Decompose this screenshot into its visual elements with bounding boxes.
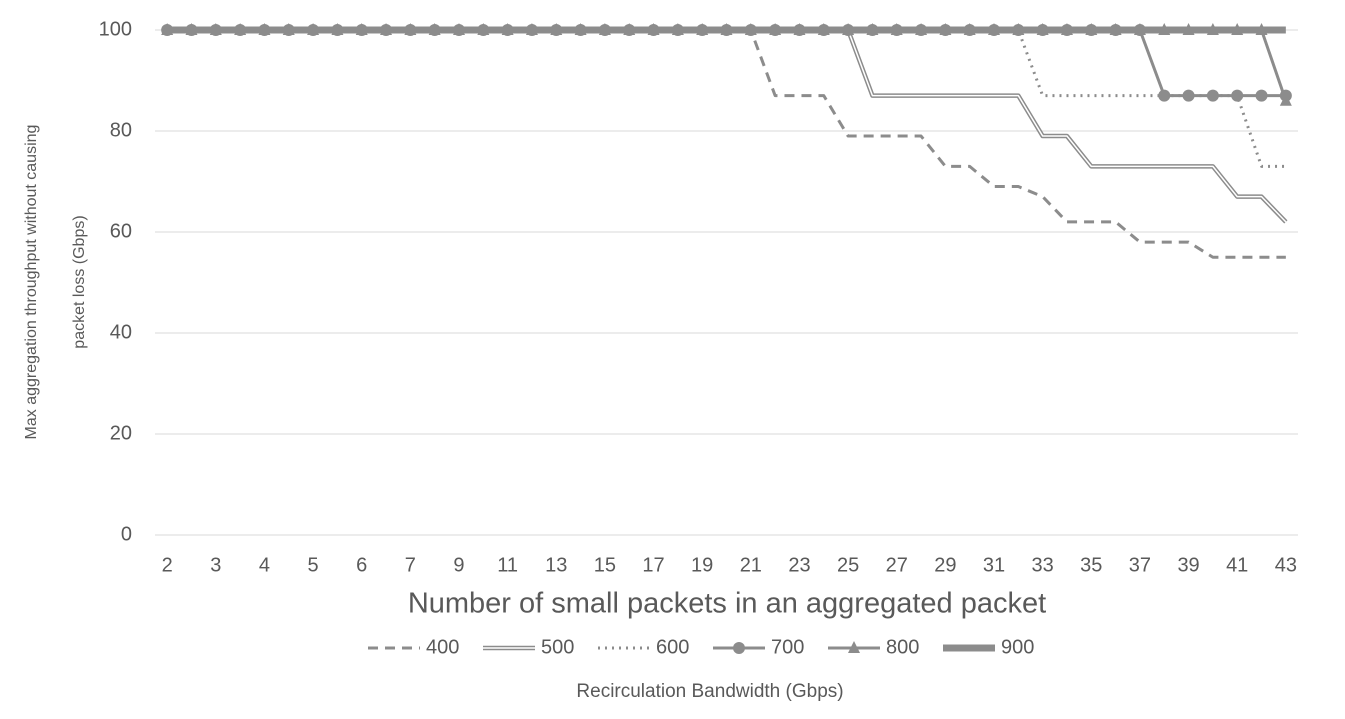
x-tick-label: 37 (1129, 554, 1151, 576)
x-axis-label: Number of small packets in an aggregated… (408, 588, 1046, 620)
legend-label: 700 (771, 636, 804, 658)
y-tick-label: 40 (110, 321, 132, 343)
legend-title: Recirculation Bandwidth (Gbps) (576, 681, 843, 702)
x-tick-label: 5 (308, 554, 319, 576)
x-tick-label: 43 (1275, 554, 1297, 576)
y-axis-label: Max aggregation throughput without causi… (23, 125, 40, 440)
point-marker (1182, 89, 1195, 102)
legend-label: 800 (886, 636, 919, 658)
x-tick-label: 15 (594, 554, 616, 576)
y-axis-label: packet loss (Gbps) (71, 215, 88, 348)
series-line (167, 28, 1286, 259)
x-tick-label: 27 (886, 554, 908, 576)
x-tick-label: 41 (1226, 554, 1248, 576)
x-tick-label: 13 (545, 554, 567, 576)
legend-label: 400 (426, 636, 459, 658)
y-tick-label: 60 (110, 220, 132, 242)
point-marker (1255, 89, 1268, 102)
x-tick-label: 2 (162, 554, 173, 576)
point-marker (1158, 89, 1171, 102)
y-tick-label: 20 (110, 422, 132, 444)
x-tick-label: 23 (788, 554, 810, 576)
y-tick-label: 100 (99, 18, 132, 40)
x-tick-label: 7 (405, 554, 416, 576)
x-tick-label: 11 (497, 554, 518, 576)
y-tick-label: 0 (121, 523, 132, 545)
x-tick-label: 6 (356, 554, 367, 576)
legend-marker (733, 642, 745, 654)
y-axis-label-line: Max aggregation throughput without causi… (23, 125, 40, 440)
legend-label: 900 (1001, 636, 1034, 658)
point-marker (1231, 89, 1244, 102)
x-tick-label: 21 (740, 554, 762, 576)
x-tick-label: 35 (1080, 554, 1102, 576)
x-tick-label: 19 (691, 554, 713, 576)
point-marker (1279, 93, 1292, 106)
x-tick-label: 3 (210, 554, 221, 576)
series-line (167, 27, 1288, 224)
point-marker (1206, 89, 1219, 102)
series-line (167, 28, 1288, 102)
y-tick-label: 80 (110, 119, 132, 141)
series-line (167, 28, 1286, 98)
x-tick-label: 9 (453, 554, 464, 576)
x-tick-label: 4 (259, 554, 270, 576)
legend-label: 500 (541, 636, 574, 658)
series-line (167, 29, 1287, 223)
x-tick-label: 17 (642, 554, 664, 576)
legend-label: 600 (656, 636, 689, 658)
series-line (167, 28, 1286, 168)
legend-marker (848, 641, 860, 653)
x-tick-label: 39 (1177, 554, 1199, 576)
x-tick-label: 31 (983, 554, 1005, 576)
x-tick-label: 29 (934, 554, 956, 576)
x-tick-label: 25 (837, 554, 859, 576)
x-tick-label: 33 (1032, 554, 1054, 576)
